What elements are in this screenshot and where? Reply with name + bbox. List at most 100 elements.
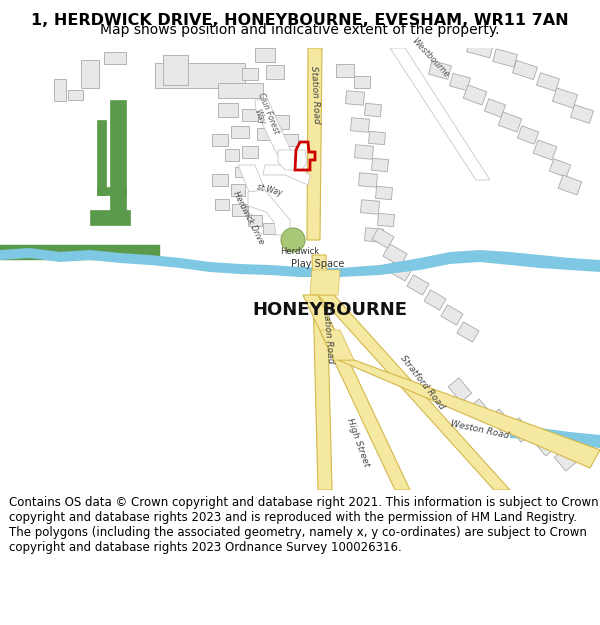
Polygon shape (238, 165, 265, 194)
Bar (383, 244, 407, 266)
Bar (533, 140, 557, 160)
Polygon shape (0, 248, 600, 277)
Bar (517, 126, 539, 144)
Text: Play Space: Play Space (292, 259, 344, 269)
Bar (354, 76, 370, 88)
Bar (212, 174, 228, 186)
Bar (428, 61, 451, 79)
Polygon shape (310, 270, 340, 295)
Polygon shape (0, 245, 160, 260)
Bar (218, 82, 263, 98)
Bar (550, 159, 571, 177)
Bar (553, 88, 578, 108)
Text: Map shows position and indicative extent of the property.: Map shows position and indicative extent… (100, 24, 500, 38)
Bar (489, 409, 511, 431)
Bar (263, 222, 277, 234)
Bar (365, 103, 382, 117)
Bar (81, 60, 99, 88)
Text: Herdwick: Herdwick (280, 248, 320, 256)
Bar (368, 131, 385, 144)
Bar (242, 109, 258, 121)
Bar (448, 378, 472, 402)
Bar (467, 38, 493, 58)
Polygon shape (312, 255, 332, 490)
Bar (358, 173, 377, 188)
Text: st Way: st Way (256, 182, 284, 198)
Bar (571, 105, 593, 123)
Bar (212, 134, 228, 146)
Bar (231, 184, 245, 196)
Bar (266, 65, 284, 79)
Text: Weston Road: Weston Road (450, 419, 510, 441)
Polygon shape (307, 48, 322, 240)
Bar (346, 91, 365, 105)
Text: Clun Forest
Way: Clun Forest Way (247, 91, 281, 139)
Text: HONEYBOURNE: HONEYBOURNE (253, 301, 407, 319)
Polygon shape (510, 425, 600, 448)
Bar (355, 145, 374, 159)
Bar (282, 134, 298, 146)
Polygon shape (110, 100, 126, 220)
Bar (257, 128, 273, 140)
Polygon shape (303, 295, 410, 490)
Bar (371, 158, 388, 172)
Bar (271, 115, 289, 129)
Text: 1, HERDWICK DRIVE, HONEYBOURNE, EVESHAM, WR11 7AN: 1, HERDWICK DRIVE, HONEYBOURNE, EVESHAM,… (31, 14, 569, 29)
Bar (235, 167, 249, 177)
Bar (242, 68, 258, 80)
Bar (493, 49, 517, 67)
Text: Stratford Road: Stratford Road (398, 353, 446, 411)
Text: High Street: High Street (345, 416, 371, 468)
Text: Westbourne: Westbourne (409, 36, 451, 79)
Bar (469, 399, 491, 421)
Bar (441, 305, 463, 325)
Polygon shape (318, 295, 510, 490)
Bar (377, 213, 394, 227)
Bar (508, 418, 532, 442)
Bar (215, 199, 229, 209)
Bar (232, 204, 248, 216)
Bar (67, 90, 83, 100)
Bar (163, 55, 187, 85)
Bar (372, 228, 394, 248)
Bar (424, 290, 446, 310)
Bar (457, 322, 479, 342)
Bar (388, 259, 412, 281)
Bar (512, 61, 538, 79)
Polygon shape (278, 150, 307, 170)
Polygon shape (390, 48, 490, 180)
Bar (364, 228, 383, 242)
Polygon shape (338, 360, 600, 468)
Bar (255, 48, 275, 62)
Bar (336, 64, 354, 76)
Polygon shape (97, 187, 126, 195)
Polygon shape (255, 100, 295, 160)
Bar (463, 85, 487, 105)
Polygon shape (263, 165, 310, 185)
Text: Herdwick Drive: Herdwick Drive (231, 190, 265, 246)
Bar (225, 149, 239, 161)
Bar (218, 103, 238, 117)
Bar (350, 118, 370, 132)
Bar (104, 52, 126, 64)
Bar (376, 186, 392, 199)
Bar (361, 200, 380, 214)
Text: Contains OS data © Crown copyright and database right 2021. This information is : Contains OS data © Crown copyright and d… (9, 496, 599, 554)
Circle shape (281, 228, 305, 252)
Bar (54, 79, 66, 101)
Bar (558, 175, 582, 195)
Text: Station Road: Station Road (309, 66, 321, 124)
Bar (554, 449, 576, 471)
Polygon shape (97, 120, 106, 195)
Bar (155, 62, 245, 88)
Bar (449, 73, 470, 91)
Bar (534, 434, 556, 456)
Polygon shape (90, 210, 130, 225)
Bar (536, 72, 560, 91)
Bar (484, 99, 506, 117)
Bar (407, 275, 429, 295)
Bar (231, 126, 249, 138)
Bar (242, 146, 258, 158)
Text: Station Road: Station Road (321, 306, 335, 364)
Bar (498, 112, 522, 132)
